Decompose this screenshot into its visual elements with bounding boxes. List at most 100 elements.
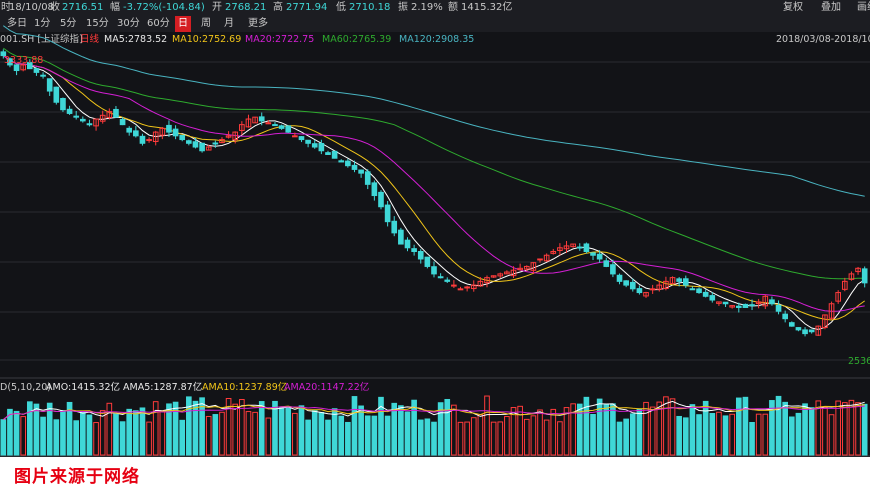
volume-bar [119, 421, 126, 456]
ma120-legend: MA120:2908.35 [399, 34, 475, 45]
period-tab-multi-day[interactable]: 多日 [7, 18, 27, 29]
volume-bar [345, 421, 351, 456]
period-tab-60min[interactable]: 60分 [147, 18, 170, 29]
candle-body [417, 250, 424, 260]
open-label: 开 [212, 2, 222, 13]
ama10-legend: AMA10:1237.89亿 [202, 382, 288, 393]
quote-date: 18/10/08 [9, 2, 54, 13]
candle-body [802, 329, 808, 335]
amplitude-label: 振 [398, 2, 408, 13]
candle-body [26, 62, 33, 70]
candle-body [616, 274, 623, 282]
volume-bar [358, 405, 364, 456]
period-tabs: 多日 1分 5分 15分 30分 60分 日 周 月 更多 [0, 16, 870, 32]
candle-body [179, 134, 186, 141]
volume-bar [166, 403, 172, 456]
candle-body [106, 111, 113, 118]
candle-body [272, 124, 278, 127]
period-tab-15min[interactable]: 15分 [86, 18, 109, 29]
volume-bar [722, 415, 729, 456]
volume-bar [530, 415, 537, 456]
low-marker: 2536 [848, 356, 870, 367]
candle-body [643, 292, 649, 297]
volume-bar [616, 421, 623, 456]
candle-body [351, 164, 358, 170]
candle-body [457, 288, 464, 291]
volume-bar [841, 402, 848, 456]
candle-body [610, 264, 616, 275]
volume-bar [311, 410, 318, 456]
volume-bar [523, 418, 530, 456]
period-tab-5min[interactable]: 5分 [60, 18, 77, 29]
candle-body [0, 51, 7, 57]
volume-bar [199, 397, 205, 456]
volume-bar [590, 413, 596, 456]
volume-bar [497, 421, 504, 456]
high-label: 高 [273, 2, 283, 13]
volume-bar [517, 405, 523, 456]
chart-background [0, 0, 870, 457]
candle-body [73, 115, 80, 118]
volume-bar [20, 416, 27, 456]
volume-bar [603, 404, 610, 456]
volume-bar [716, 411, 722, 456]
period-tab-week[interactable]: 周 [201, 18, 211, 29]
volume-bar [298, 405, 305, 456]
change-label: 幅 [110, 2, 120, 13]
candle-body [345, 160, 351, 167]
volume-bar [623, 418, 629, 456]
candle-body [331, 150, 338, 159]
candle-body [60, 98, 66, 111]
candle-body [656, 284, 663, 290]
period-tab-more[interactable]: 更多 [248, 18, 268, 29]
candle-body [265, 122, 272, 125]
candle-body [20, 64, 27, 71]
candle-body [762, 295, 769, 307]
volume-bar [179, 419, 186, 456]
ma-lines [3, 25, 865, 331]
volume-bar [159, 410, 166, 456]
candle-body [199, 142, 205, 152]
volume-bar [702, 400, 709, 456]
volume-bar [305, 419, 311, 456]
period-tab-day[interactable]: 日 [175, 16, 191, 32]
candle-body [497, 273, 504, 277]
volume-bar [325, 419, 331, 456]
volume-bar [656, 401, 663, 456]
candle-body [13, 64, 20, 72]
volume-bar [152, 401, 159, 456]
volume-bar [245, 411, 252, 456]
volume-bar [855, 402, 861, 456]
candle-body [510, 269, 517, 277]
volume-bar [431, 421, 437, 456]
overlay-button[interactable]: 叠加 [821, 2, 841, 13]
close-label: 收 [50, 2, 60, 13]
ma-line [3, 55, 865, 312]
volume-bar [106, 402, 113, 456]
period-tab-30min[interactable]: 30分 [117, 18, 140, 29]
volume-bar [457, 421, 464, 456]
volume-bar [225, 397, 232, 456]
candle-body [245, 118, 252, 128]
volume-bar [371, 415, 378, 456]
volume-bar [318, 411, 325, 456]
candle-body [192, 141, 199, 148]
draw-button[interactable]: 画线 [857, 2, 870, 13]
volume-bar [682, 417, 689, 456]
volume-bar [133, 410, 139, 456]
candle-body [649, 288, 656, 291]
ama20-legend: AMA20:1147.22亿 [284, 382, 370, 393]
period-tab-month[interactable]: 月 [224, 18, 234, 29]
ma20-legend: MA20:2722.75 [245, 34, 315, 45]
period-tab-1min[interactable]: 1分 [34, 18, 51, 29]
volume-bar [7, 408, 13, 456]
candle-body [113, 108, 119, 118]
ma60-legend: MA60:2765.39 [322, 34, 392, 45]
candle-body [424, 256, 431, 267]
volume-bar [60, 410, 66, 456]
candle-body [716, 301, 722, 304]
volume-bar [596, 398, 603, 456]
restore-button[interactable]: 复权 [783, 2, 803, 13]
candle-body [583, 243, 590, 253]
candle-body [358, 169, 364, 174]
